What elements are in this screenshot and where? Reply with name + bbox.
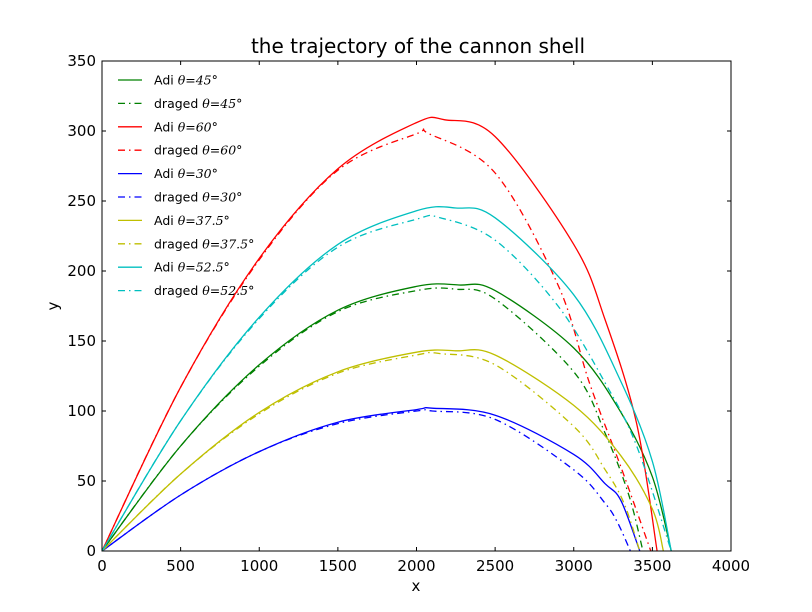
plot-layer xyxy=(102,116,672,551)
x-tick-label: 2000 xyxy=(397,557,435,575)
y-tick-label: 100 xyxy=(67,402,96,420)
x-tick-label: 3000 xyxy=(555,557,593,575)
legend-label: draged θ=52.5° xyxy=(154,283,254,298)
y-tick-label: 300 xyxy=(67,122,96,140)
y-tick-label: 150 xyxy=(67,332,96,350)
legend-label: draged θ=30° xyxy=(154,190,242,205)
legend-label: draged θ=45° xyxy=(154,96,242,111)
legend-label: Adi θ=52.5° xyxy=(154,260,230,275)
x-tick-label: 1000 xyxy=(240,557,278,575)
y-tick-label: 350 xyxy=(67,52,96,70)
x-tick-label: 4000 xyxy=(712,557,750,575)
legend-label: Adi θ=60° xyxy=(154,119,218,134)
legend-label: draged θ=37.5° xyxy=(154,236,254,251)
y-tick-label: 50 xyxy=(77,472,96,490)
series-line-4 xyxy=(102,128,652,551)
legend-label: draged θ=60° xyxy=(154,143,242,158)
x-tick-label: 3500 xyxy=(633,557,671,575)
x-tick-label: 0 xyxy=(97,557,107,575)
y-tick-label: 200 xyxy=(67,262,96,280)
legend-label: Adi θ=45° xyxy=(154,73,218,88)
ticks-layer: 0 500 1000 1500 2000 2500 3000 3500 4000 0 50 100 15… xyxy=(67,52,750,575)
x-axis-label: x xyxy=(412,577,421,595)
series-line-5 xyxy=(102,406,641,551)
x-tick-label: 500 xyxy=(166,557,195,575)
x-tick-label: 2500 xyxy=(476,557,514,575)
series-line-10 xyxy=(102,214,672,551)
x-tick-label: 1500 xyxy=(319,557,357,575)
y-axis-label: y xyxy=(44,301,62,310)
series-line-1 xyxy=(102,283,672,551)
legend-label: Adi θ=37.5° xyxy=(154,213,230,228)
series-line-2 xyxy=(102,287,644,551)
legend: Adi θ=45° draged θ=45° Adi θ=60° draged θ=6… xyxy=(118,73,254,298)
y-tick-label: 0 xyxy=(86,542,96,560)
legend-label: Adi θ=30° xyxy=(154,166,218,181)
y-tick-label: 250 xyxy=(67,192,96,210)
chart-title: the trajectory of the cannon shell xyxy=(251,34,585,58)
series-line-8 xyxy=(102,351,641,551)
